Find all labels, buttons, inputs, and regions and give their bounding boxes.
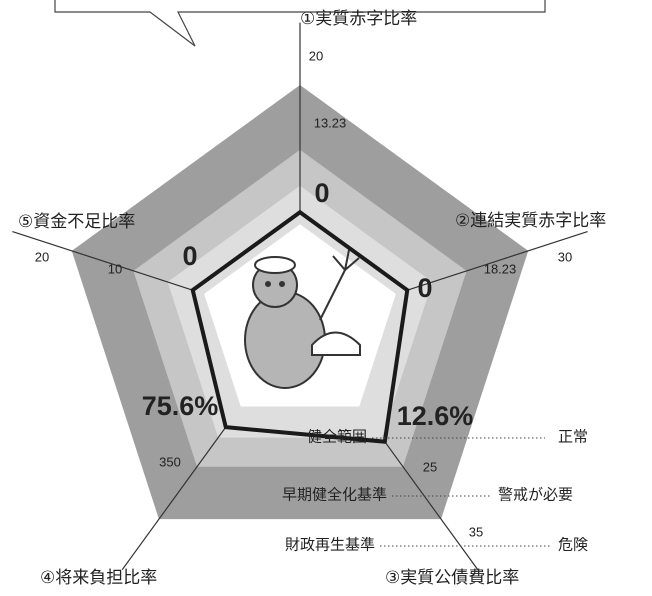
value-label: 75.6%: [142, 391, 219, 421]
tick-label: 25: [423, 459, 437, 474]
speech-bubble: [54, 0, 546, 47]
band-label: 健全範囲: [307, 428, 367, 446]
value-label: 12.6%: [397, 401, 474, 431]
tick-label: 20: [309, 48, 323, 63]
axis-name: ①実質赤字比率: [300, 9, 417, 29]
tick-label: 350: [159, 454, 181, 469]
band-label: 財政再生基準: [285, 536, 375, 554]
plot: 13.23 20 18.23 30 25 35 350 10 20 0 0 12.6% 75.6% 0 ①実…: [12, 9, 606, 588]
value-label: 0: [417, 273, 432, 303]
tick-label: 13.23: [314, 115, 347, 130]
tick-label: 10: [108, 261, 122, 276]
band-note: 正常: [558, 428, 588, 446]
band-label: 早期健全化基準: [282, 486, 387, 504]
tick-label: 35: [469, 524, 483, 539]
tick-label: 30: [558, 249, 572, 264]
band-note: 警戒が必要: [498, 486, 573, 504]
data-line: [190, 209, 410, 444]
axis-line: [407, 230, 588, 291]
band-note: 危険: [558, 536, 588, 554]
axis-name: ②連結実質赤字比率: [455, 211, 606, 231]
axis-line: [12, 230, 193, 291]
axis-name: ④将来負担比率: [40, 568, 157, 588]
mascot: [244, 249, 361, 389]
axis-line: [384, 441, 479, 570]
tick-label: 20: [35, 249, 49, 264]
axis-name: ⑤資金不足比率: [18, 212, 135, 232]
axis-line: [121, 426, 227, 570]
value-label: 0: [182, 241, 197, 271]
tick-label: 18.23: [484, 261, 517, 276]
axis-name: ③実質公債費比率: [385, 568, 519, 588]
value-label: 0: [314, 178, 329, 208]
